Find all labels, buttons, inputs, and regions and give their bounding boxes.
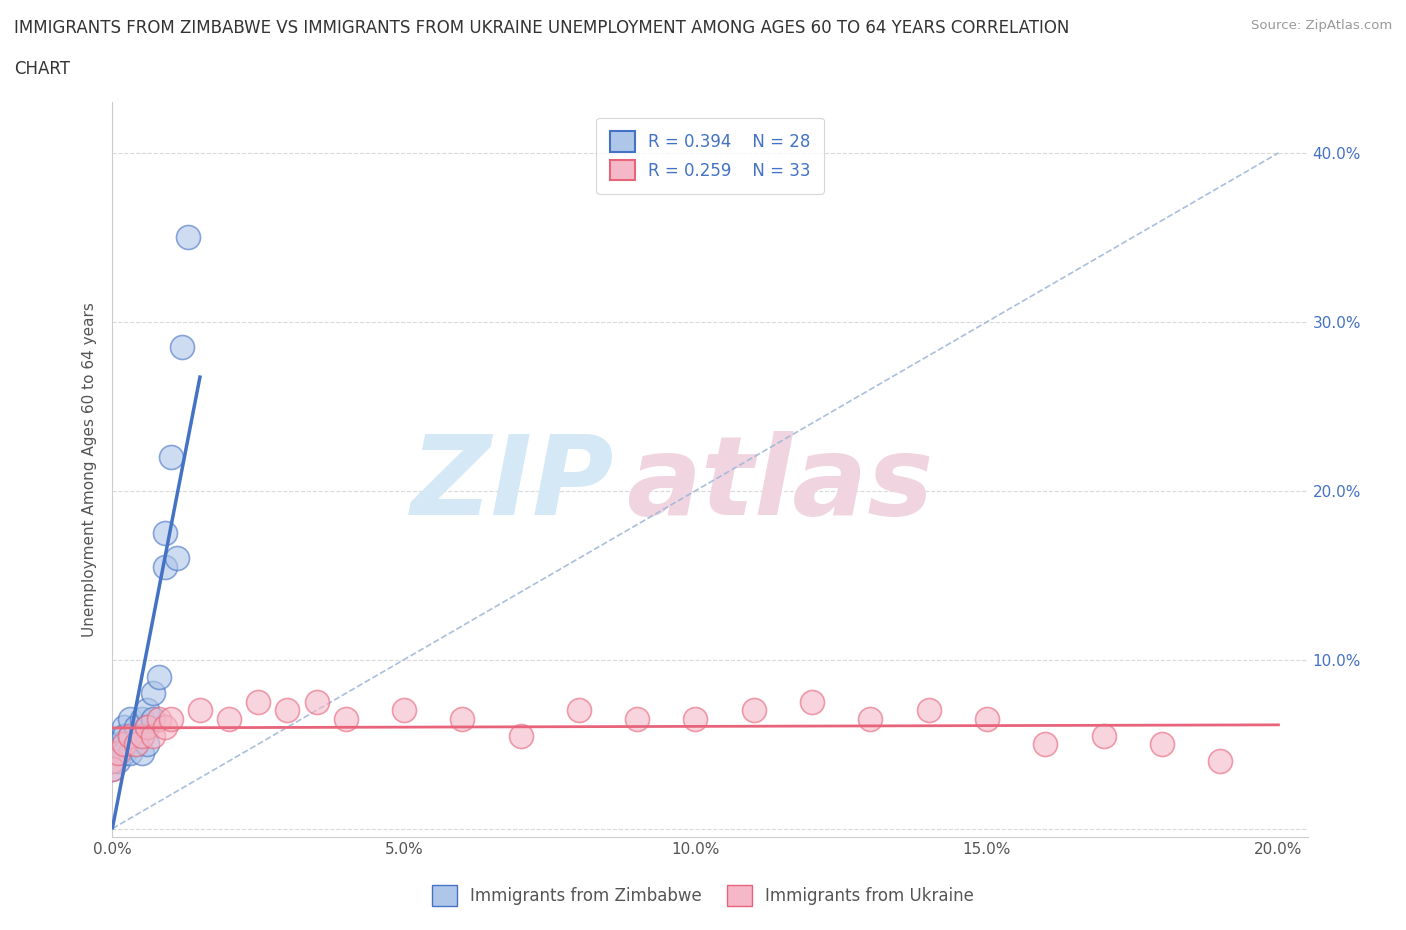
Point — [118, 728, 141, 743]
Point — [142, 728, 165, 743]
Point — [136, 703, 159, 718]
Point — [392, 703, 415, 718]
Point — [451, 711, 474, 726]
Point — [917, 703, 939, 718]
Point — [159, 449, 181, 464]
Point — [112, 745, 135, 760]
Point — [247, 695, 270, 710]
Point — [159, 711, 181, 726]
Point — [107, 745, 129, 760]
Point — [136, 720, 159, 735]
Point — [118, 728, 141, 743]
Point — [125, 720, 148, 735]
Point — [218, 711, 240, 726]
Point — [131, 728, 153, 743]
Point — [148, 711, 170, 726]
Point — [1092, 728, 1115, 743]
Point — [101, 762, 124, 777]
Point — [177, 230, 200, 245]
Text: ZIP: ZIP — [411, 431, 614, 538]
Point — [1150, 737, 1173, 751]
Point — [685, 711, 707, 726]
Point — [125, 737, 148, 751]
Point — [509, 728, 531, 743]
Point — [131, 728, 153, 743]
Point — [1209, 753, 1232, 768]
Point — [153, 720, 176, 735]
Point — [136, 737, 159, 751]
Point — [136, 720, 159, 735]
Point — [335, 711, 357, 726]
Point — [742, 703, 765, 718]
Point — [1033, 737, 1056, 751]
Text: Source: ZipAtlas.com: Source: ZipAtlas.com — [1251, 19, 1392, 32]
Point — [101, 753, 124, 768]
Point — [142, 686, 165, 701]
Point — [148, 669, 170, 684]
Text: IMMIGRANTS FROM ZIMBABWE VS IMMIGRANTS FROM UKRAINE UNEMPLOYMENT AMONG AGES 60 T: IMMIGRANTS FROM ZIMBABWE VS IMMIGRANTS F… — [14, 19, 1070, 36]
Legend: R = 0.394    N = 28, R = 0.259    N = 33: R = 0.394 N = 28, R = 0.259 N = 33 — [596, 118, 824, 193]
Point — [568, 703, 591, 718]
Point — [626, 711, 648, 726]
Text: atlas: atlas — [627, 431, 934, 538]
Point — [118, 745, 141, 760]
Point — [976, 711, 998, 726]
Point — [276, 703, 298, 718]
Point — [801, 695, 824, 710]
Point — [153, 559, 176, 574]
Point — [859, 711, 882, 726]
Point — [131, 711, 153, 726]
Point — [112, 720, 135, 735]
Legend: Immigrants from Zimbabwe, Immigrants from Ukraine: Immigrants from Zimbabwe, Immigrants fro… — [425, 879, 981, 912]
Point — [112, 728, 135, 743]
Point — [118, 711, 141, 726]
Point — [153, 525, 176, 540]
Point — [142, 711, 165, 726]
Point — [172, 339, 194, 354]
Point — [101, 737, 124, 751]
Point — [107, 753, 129, 768]
Point — [131, 745, 153, 760]
Point — [166, 551, 188, 565]
Point — [101, 762, 124, 777]
Point — [112, 737, 135, 751]
Point — [107, 737, 129, 751]
Point — [125, 737, 148, 751]
Y-axis label: Unemployment Among Ages 60 to 64 years: Unemployment Among Ages 60 to 64 years — [82, 302, 97, 637]
Point — [101, 753, 124, 768]
Text: CHART: CHART — [14, 60, 70, 78]
Point — [188, 703, 211, 718]
Point — [305, 695, 328, 710]
